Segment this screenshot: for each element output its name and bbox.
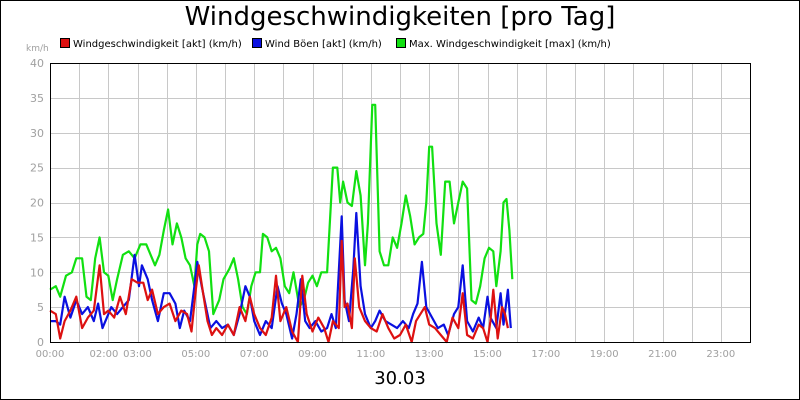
x-tick-label: 07:00: [240, 349, 269, 360]
y-tick-label: 20: [30, 197, 44, 210]
plot-area-border: [50, 63, 751, 343]
legend-label: Max. Windgeschwindigkeit [max] (km/h): [409, 39, 611, 50]
legend-swatch-blue: [252, 38, 262, 48]
series-line-0: [49, 239, 509, 344]
x-tick-label: 19:00: [590, 349, 619, 360]
y-tick-label: 5: [37, 301, 44, 314]
x-tick-label: 09:00: [298, 349, 327, 360]
legend-item-wind-boeen: Wind Böen [akt] (km/h): [252, 38, 382, 50]
series-line-1: [50, 211, 512, 340]
x-tick-label: 05:00: [181, 349, 210, 360]
x-tick-label: 21:00: [648, 349, 677, 360]
x-tick-label: 00:00: [36, 349, 65, 360]
x-tick-label: 03:00: [123, 349, 152, 360]
y-tick-label: 15: [30, 231, 44, 244]
x-tick-label: 15:00: [473, 349, 502, 360]
legend-item-windgeschwindigkeit: Windgeschwindigkeit [akt] (km/h): [60, 38, 242, 50]
legend-label: Wind Böen [akt] (km/h): [265, 39, 382, 50]
y-tick-label: 40: [30, 57, 44, 70]
legend-label: Windgeschwindigkeit [akt] (km/h): [73, 39, 242, 50]
legend-swatch-green: [396, 38, 406, 48]
x-tick-label: 11:00: [356, 349, 385, 360]
legend-item-max-windgeschwindigkeit: Max. Windgeschwindigkeit [max] (km/h): [396, 38, 611, 50]
y-tick-label: 0: [37, 336, 44, 349]
legend-swatch-red: [60, 38, 70, 48]
y-tick-label: 35: [30, 92, 44, 105]
x-tick-label: 02:00: [90, 349, 119, 360]
x-tick-label: 23:00: [706, 349, 735, 360]
y-tick-label: 30: [30, 127, 44, 140]
chart-title: Windgeschwindigkeiten [pro Tag]: [184, 2, 616, 32]
x-tick-label: 13:00: [415, 349, 444, 360]
y-axis-unit-label: km/h: [26, 44, 49, 54]
date-label: 30.03: [374, 368, 426, 389]
y-tick-label: 25: [30, 162, 44, 175]
x-tick-label: 17:00: [531, 349, 560, 360]
y-tick-label: 10: [30, 266, 44, 279]
series-line-2: [49, 103, 514, 316]
